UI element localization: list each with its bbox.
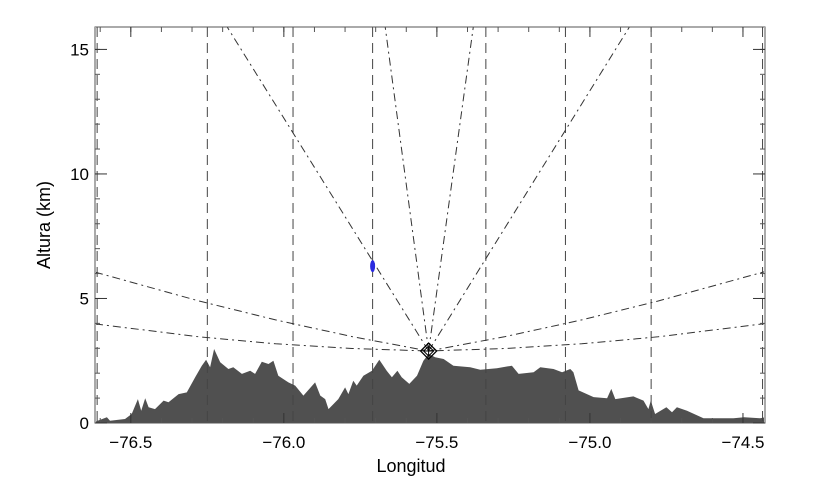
beam-line xyxy=(384,27,430,352)
radar-diamond-inner xyxy=(422,345,435,357)
marker-layer xyxy=(370,260,438,360)
terrain-area xyxy=(95,349,765,423)
beam-line xyxy=(95,271,765,352)
terrain-layer xyxy=(95,349,765,423)
y-tick-label: 15 xyxy=(70,40,89,59)
beam-line xyxy=(428,27,474,352)
y-tick-label: 10 xyxy=(70,165,89,184)
x-tick-label: −75.5 xyxy=(415,433,458,452)
beam-line xyxy=(226,27,430,352)
x-tick-label: −76.0 xyxy=(262,433,305,452)
y-tick-label: 0 xyxy=(80,414,89,433)
y-tick-label: 5 xyxy=(80,289,89,308)
x-tick-label: −74.5 xyxy=(721,433,764,452)
x-tick-label: −75.0 xyxy=(568,433,611,452)
radar-cross xyxy=(424,347,433,356)
y-axis-title: Altura (km) xyxy=(34,181,54,269)
radar-marker-icon xyxy=(419,342,438,360)
beam-line xyxy=(95,323,765,352)
detection-point xyxy=(370,260,376,273)
beam-line xyxy=(428,27,630,352)
radar-diamond-outer xyxy=(419,342,438,360)
axes: −76.5 −76.0 −75.5 −75.0 −74.5 0 5 10 15 xyxy=(70,26,766,452)
x-tick-label: −76.5 xyxy=(109,433,152,452)
x-axis-title: Longitud xyxy=(376,456,445,476)
